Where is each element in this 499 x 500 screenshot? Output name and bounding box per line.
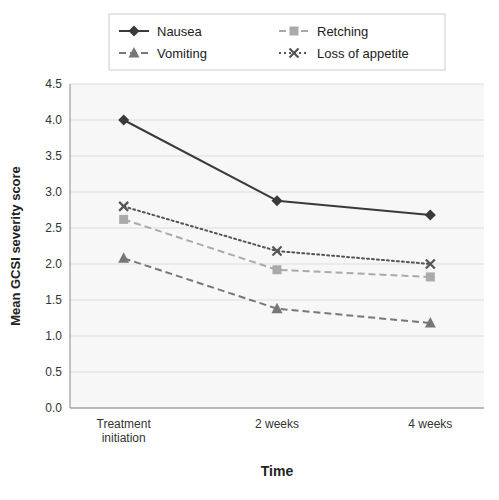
grid-line [70,228,484,229]
series-line [124,258,431,323]
x-tick-labels: Treatmentinitiation 2 weeks 4 weeks [97,417,453,445]
x-tick-label: Treatmentinitiation [97,417,152,445]
legend-label: Vomiting [157,46,207,61]
x-tick-label-line: 2 weeks [255,417,299,431]
series-marker [426,272,435,281]
series-marker [118,252,129,262]
series-marker [272,303,283,314]
series-line [124,120,431,215]
series-marker [119,202,128,211]
y-tick-label: 2.5 [45,221,62,235]
plot-background [70,84,484,408]
series-marker [273,247,282,256]
grid-line [70,156,484,157]
y-tick-label: 4.5 [45,77,62,91]
series-line [124,219,431,277]
x-tick-label-line: 4 weeks [408,417,452,431]
y-axis-line [70,84,71,408]
grid-line [70,408,484,409]
y-tick-label: 0.5 [45,365,62,379]
chart-container: 0.0 0.5 1.0 1.5 2.0 2.5 3.0 3.5 4.0 4.5 Treatmenti… [0,0,499,500]
grid-line [70,192,484,193]
y-tick-label: 4.0 [45,113,62,127]
x-tick-label: 4 weeks [408,417,452,431]
series-marker [272,195,283,206]
y-tick-labels: 0.0 0.5 1.0 1.5 2.0 2.5 3.0 3.5 4.0 4.5 [45,77,62,415]
y-tick-label: 3.5 [45,149,62,163]
legend-label: Nausea [157,24,203,39]
series [118,252,436,327]
legend-marker [290,49,299,58]
legend-marker [129,47,140,58]
legend: Nausea Retching Vomiting Loss of appetite [109,14,445,70]
x-tick-label-line: Treatment [97,417,152,431]
y-tick-label: 0.0 [45,401,62,415]
data-area [118,115,436,328]
x-axis-line [70,408,484,409]
y-tick-label: 2.0 [45,257,62,271]
series-marker [118,115,129,126]
y-axis-title: Mean GCSI severity score [8,166,23,326]
series [118,115,436,221]
grid-line [70,372,484,373]
y-tick-label: 1.0 [45,329,62,343]
series-marker [425,210,436,221]
y-tick-label: 3.0 [45,185,62,199]
chart-svg: 0.0 0.5 1.0 1.5 2.0 2.5 3.0 3.5 4.0 4.5 Treatmenti… [0,0,499,500]
series-marker [273,265,282,274]
series-marker [426,260,435,269]
legend-box [109,14,445,70]
series-marker [425,317,436,328]
legend-label: Retching [317,24,368,39]
legend-marker [129,26,140,37]
y-tick-label: 1.5 [45,293,62,307]
series-marker [119,215,128,224]
grid-line [70,120,484,121]
grid-line [70,300,484,301]
legend-marker [290,27,299,36]
grid-line [70,336,484,337]
grid-line [70,84,484,85]
series-line [124,206,431,264]
x-tick-label-line: initiation [102,431,146,445]
y-grid [70,84,484,408]
x-axis-title: Time [261,463,294,479]
x-tick-label: 2 weeks [255,417,299,431]
series [119,202,435,269]
legend-label: Loss of appetite [317,46,409,61]
